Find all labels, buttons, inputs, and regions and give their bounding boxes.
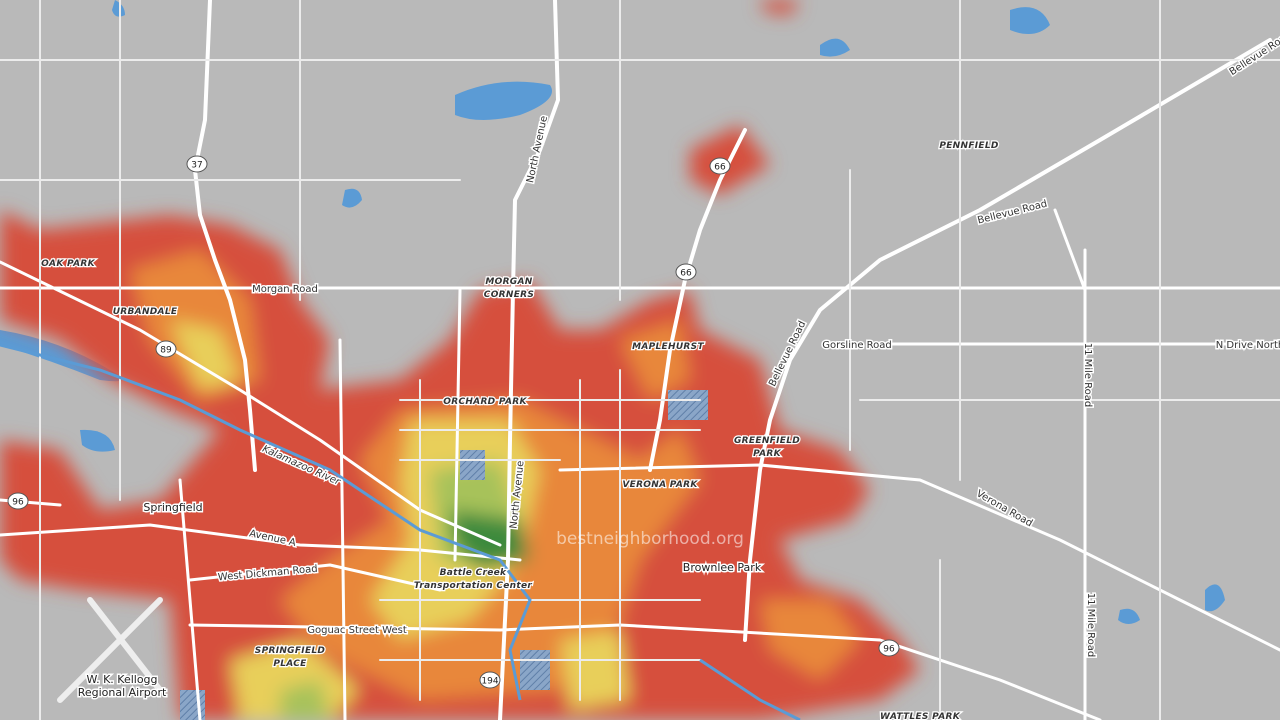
- place-label: Transportation Center: [414, 581, 532, 591]
- place-label: URBANDALE: [113, 307, 178, 317]
- shield: [675, 263, 697, 281]
- roads: [0, 260, 1280, 547]
- shield: [7, 492, 29, 510]
- parks: [180, 390, 708, 720]
- roads: [558, 463, 1280, 652]
- place-label: Battle Creek: [440, 568, 507, 578]
- roads: [0, 288, 462, 720]
- place-label: W. K. Kellogg: [86, 673, 157, 686]
- water: [80, 429, 115, 452]
- place-label: WATTLES PARK: [880, 712, 961, 720]
- place-label: ORCHARD PARK: [443, 397, 527, 407]
- river: [699, 658, 801, 720]
- road-label: Gorsline Road: [822, 340, 892, 351]
- river: [0, 343, 801, 720]
- shield: [878, 639, 900, 657]
- road-label: 11 Mile Road: [1082, 343, 1093, 408]
- shield-label: 66: [680, 269, 692, 279]
- river: [0, 343, 532, 701]
- shield: [479, 671, 501, 689]
- place-label: Regional Airport: [78, 686, 167, 699]
- shield-label: 37: [191, 161, 202, 171]
- heat-map: [280, 680, 330, 720]
- watermark: bestneighborhood.org: [556, 529, 744, 549]
- place-label: MORGAN: [485, 277, 532, 287]
- place-label: PARK: [753, 449, 782, 459]
- parks: [668, 390, 708, 420]
- parks: [520, 650, 550, 690]
- water: [112, 0, 125, 17]
- shield-label: 66: [714, 163, 726, 173]
- heat-map: [560, 630, 630, 710]
- roads: [193, 0, 257, 472]
- road-label: Goguac Street West: [307, 625, 407, 636]
- place-label: MAPLEHURST: [632, 342, 704, 352]
- shield: [709, 157, 731, 175]
- place-label: VERONA PARK: [622, 480, 698, 490]
- water: [1010, 7, 1050, 35]
- water: [820, 38, 850, 57]
- place-label: PENNFIELD: [939, 141, 999, 151]
- road-label: Morgan Road: [252, 284, 318, 295]
- place-labels: OAK PARK URBANDALE MORGAN CORNERS ORCHARD PA…: [40, 140, 1000, 720]
- water: [455, 81, 552, 120]
- route-shields: 37 66 66 89 96 96 194: [7, 155, 900, 689]
- water: [1205, 584, 1225, 612]
- shield: [186, 155, 208, 173]
- roads: [57, 597, 163, 703]
- roads: [0, 523, 1102, 720]
- place-label: SPRINGFIELD: [255, 646, 326, 656]
- place-label: Brownlee Park: [683, 561, 762, 574]
- shield: [155, 340, 177, 358]
- heat-map: [760, 0, 800, 15]
- place-label: CORNERS: [484, 290, 534, 300]
- place-label: PLACE: [273, 659, 307, 669]
- place-label: OAK PARK: [41, 259, 95, 269]
- parks: [180, 690, 205, 720]
- water: [1118, 608, 1140, 624]
- heat-map: [230, 640, 360, 720]
- roads: [1053, 208, 1087, 720]
- shield-label: 96: [883, 645, 895, 655]
- water: [342, 188, 362, 208]
- shield-label: 96: [12, 498, 24, 508]
- place-label: Springfield: [143, 501, 202, 514]
- shield-label: 89: [160, 346, 172, 356]
- shield-label: 194: [481, 677, 498, 687]
- heat-map: [760, 600, 860, 680]
- heat-map: [170, 320, 240, 390]
- parks: [460, 450, 485, 480]
- place-label: GREENFIELD: [734, 436, 800, 446]
- road-label: N Drive North: [1216, 340, 1280, 351]
- road-label: 11 Mile Road: [1085, 593, 1096, 658]
- roads: [743, 38, 1272, 642]
